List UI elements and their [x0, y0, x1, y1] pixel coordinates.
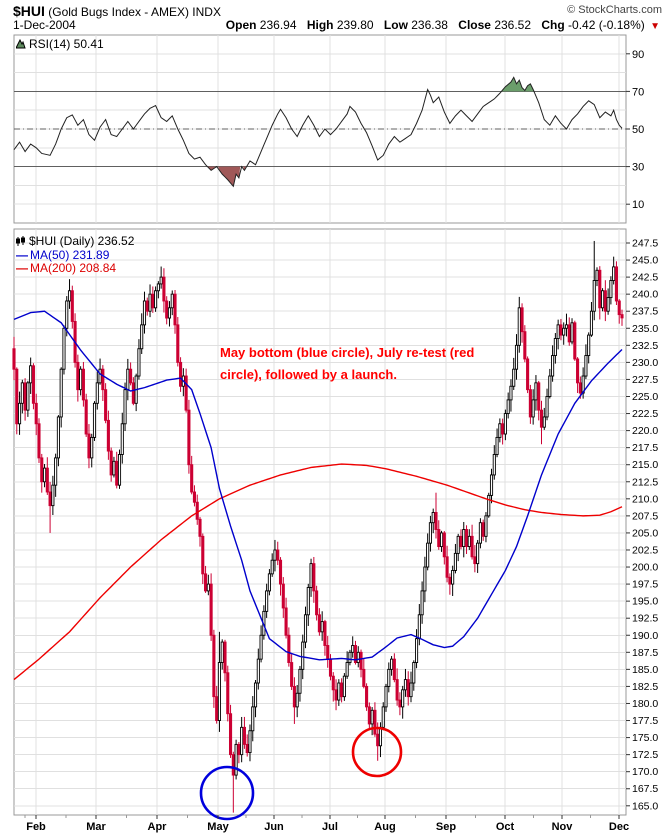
july-retest-circle: [351, 726, 403, 778]
price-axis-tick-label: 197.5: [632, 579, 658, 591]
price-legend-symbol-row: $HUI (Daily) 236.52: [16, 234, 135, 249]
month-label: Feb: [26, 821, 46, 833]
price-axis-tick-label: 165.0: [632, 800, 658, 812]
month-label: Jun: [264, 821, 284, 833]
month-label: Oct: [496, 821, 515, 833]
ma50-legend-label: MA(50) 231.89: [30, 247, 110, 262]
price-axis-tick-label: 195.0: [632, 596, 658, 608]
price-axis-tick-label: 227.5: [632, 374, 658, 386]
chart-title: $HUI (Gold Bugs Index - AMEX) INDX: [13, 3, 221, 19]
quote-bar: Open 236.94 High 239.80 Low 236.38 Close…: [219, 18, 660, 32]
candlestick-icon: [16, 236, 25, 247]
price-panel: 165.0 167.5 170.0 172.5 175.0 177.5 180.0 182.5…: [12, 228, 658, 816]
change-down-triangle-icon: ▼: [650, 21, 660, 32]
price-axis-tick-label: 235.0: [632, 323, 658, 335]
month-label: Aug: [374, 821, 395, 833]
price-legend-ma200-row: — MA(200) 208.84: [16, 261, 134, 276]
ma200-legend-label: MA(200) 208.84: [30, 261, 117, 275]
price-axis-tick-label: 177.5: [632, 715, 658, 727]
change-quote: Chg -0.42 (-0.18%): [541, 18, 645, 32]
rsi-axis-tick-label: 70: [632, 86, 644, 98]
rsi-axis-tick-label: 30: [632, 162, 644, 174]
close-quote: Close 236.52: [458, 18, 532, 32]
rsi-line: [13, 76, 623, 188]
ma50-line-swatch: —: [16, 247, 28, 262]
month-label: May: [207, 821, 229, 833]
rsi-axis-tick-label: 90: [632, 49, 644, 61]
symbol-description: (Gold Bugs Index - AMEX) INDX: [44, 5, 221, 19]
rsi-legend-label: RSI(14) 50.41: [29, 37, 104, 51]
rsi-axis-tick-label: 10: [632, 199, 644, 211]
price-axis-tick-label: 217.5: [632, 442, 658, 454]
price-axis-tick-label: 240.0: [632, 289, 658, 301]
price-legend-ma50-row: — MA(50) 231.89: [16, 247, 134, 263]
price-axis-tick-label: 190.0: [632, 630, 658, 642]
ma200-line-swatch: —: [16, 261, 28, 275]
month-label: Dec: [609, 821, 629, 833]
price-axis-tick-label: 192.5: [632, 613, 658, 625]
price-axis-tick-label: 175.0: [632, 732, 658, 744]
month-label: Apr: [148, 821, 168, 833]
price-axis-tick-label: 225.0: [632, 391, 658, 403]
copyright-label: © StockCharts.com: [567, 4, 662, 16]
quote-date: 1-Dec-2004: [13, 18, 76, 32]
rsi-panel: 90 70 50 30 10: [13, 34, 644, 224]
may-bottom-circle: [199, 765, 255, 821]
price-axis-tick-label: 180.0: [632, 698, 658, 710]
rsi-legend: RSI(14) 50.41: [16, 37, 104, 51]
price-axis-tick-label: 207.5: [632, 510, 658, 522]
month-label: Mar: [86, 821, 106, 833]
price-axis-tick-label: 222.5: [632, 408, 658, 420]
price-axis-tick-label: 202.5: [632, 544, 658, 556]
price-axis-tick-label: 245.0: [632, 255, 658, 267]
price-axis-tick-label: 205.0: [632, 527, 658, 539]
price-axis-tick-label: 247.5: [632, 238, 658, 250]
price-axis-tick-label: 167.5: [632, 783, 658, 795]
rsi-axis-tick-label: 50: [632, 124, 644, 136]
month-label: Nov: [552, 821, 574, 833]
price-axis-tick-label: 185.0: [632, 664, 658, 676]
annotation-text-line2: circle), followed by a launch.: [220, 367, 397, 382]
ma200-line: [13, 463, 623, 681]
low-quote: Low 236.38: [383, 18, 448, 32]
price-axis-tick-label: 212.5: [632, 476, 658, 488]
annotation-text-line1: May bottom (blue circle), July re-test (…: [220, 345, 475, 360]
month-label: Sep: [436, 821, 456, 833]
rsi-mountain-icon: [16, 39, 26, 49]
price-axis-tick-label: 200.0: [632, 562, 658, 574]
price-axis-tick-label: 230.0: [632, 357, 658, 369]
price-axis-tick-label: 220.0: [632, 425, 658, 437]
price-axis-tick-label: 237.5: [632, 306, 658, 318]
price-axis-tick-label: 172.5: [632, 749, 658, 761]
high-quote: High 239.80: [306, 18, 374, 32]
price-axis-tick-label: 232.5: [632, 340, 658, 352]
price-axis-tick-label: 170.0: [632, 766, 658, 778]
price-legend: $HUI (Daily) 236.52 — MA(50) 231.89 — MA(2…: [16, 234, 135, 276]
x-axis: Feb Mar Apr May Jun Jul Aug Sep Oct Nov Dec: [24, 815, 629, 833]
price-axis-tick-label: 242.5: [632, 272, 658, 284]
price-axis-tick-label: 210.0: [632, 493, 658, 505]
month-label: Jul: [322, 821, 338, 833]
ma50-line: [13, 310, 623, 661]
symbol-label: $HUI: [13, 3, 45, 19]
price-axis-tick-label: 187.5: [632, 647, 658, 659]
open-quote: Open 236.94: [225, 18, 297, 32]
price-legend-symbol-label: $HUI (Daily) 236.52: [29, 234, 135, 248]
price-axis-tick-label: 182.5: [632, 681, 658, 693]
candles-layer: [12, 240, 624, 813]
price-axis-tick-label: 215.0: [632, 459, 658, 471]
